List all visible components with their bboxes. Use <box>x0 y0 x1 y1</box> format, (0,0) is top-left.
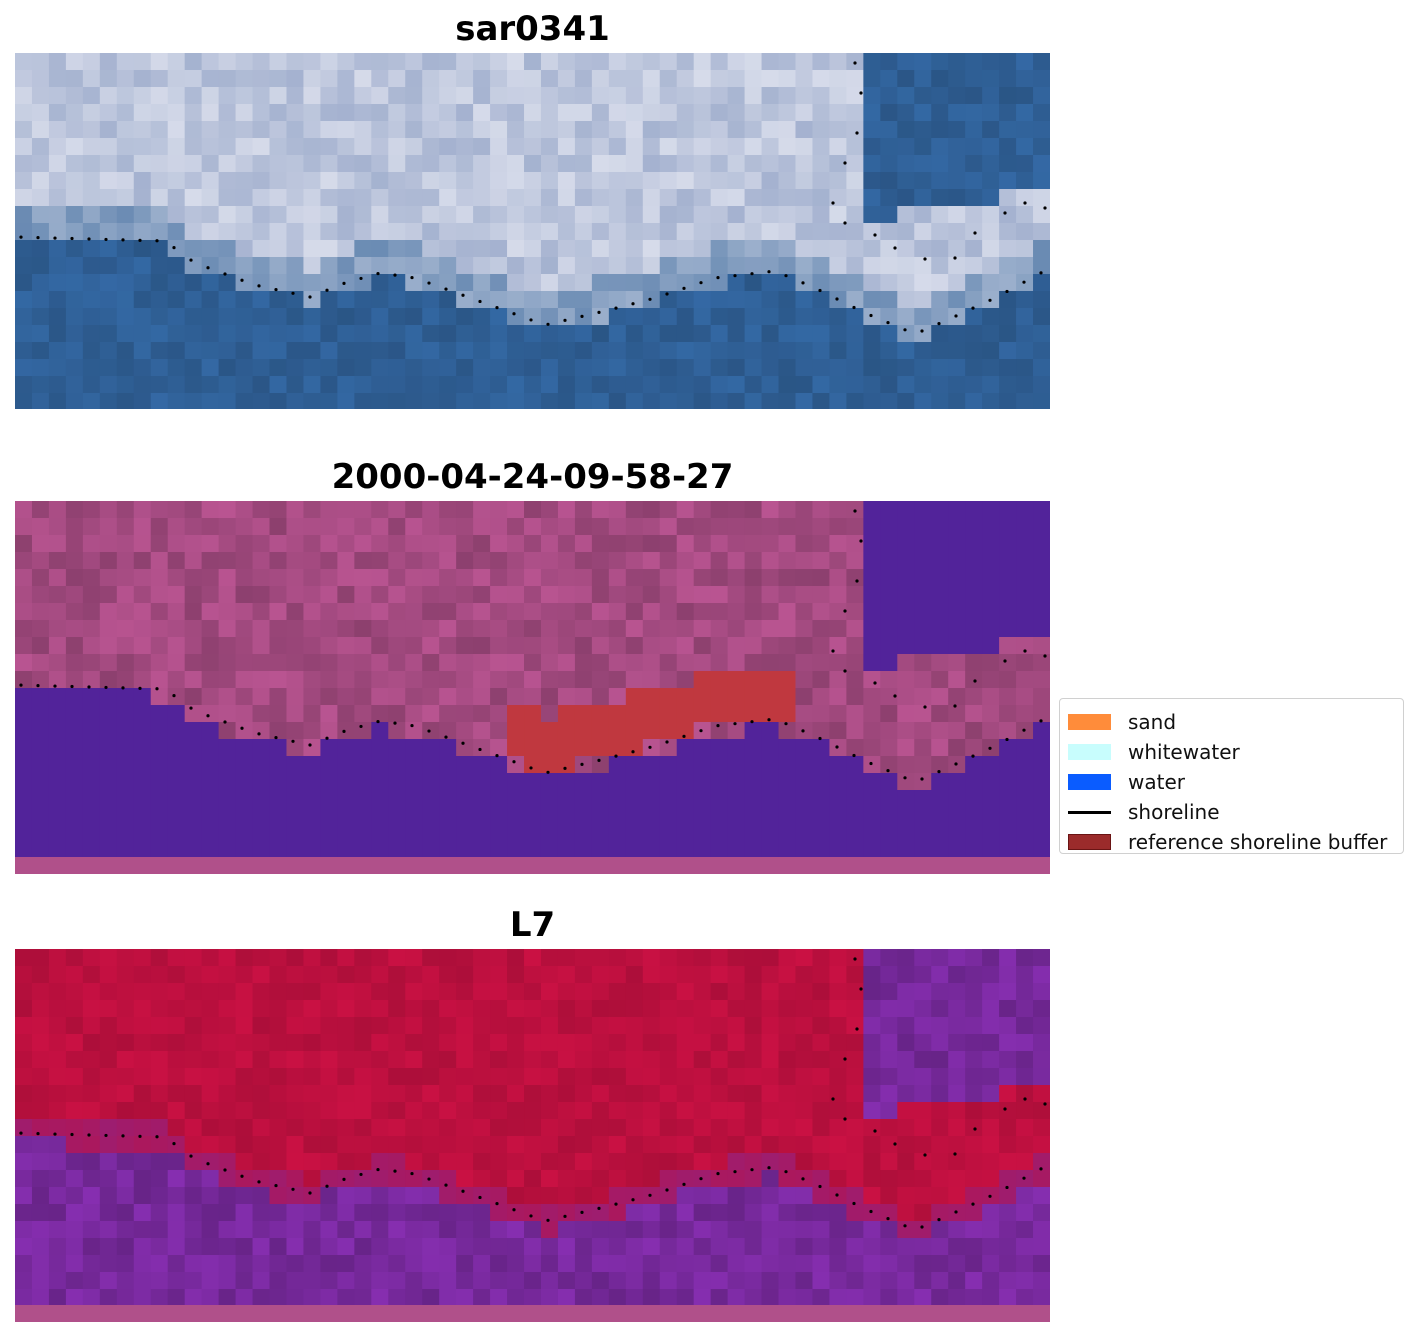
panel-title-rgb: sar0341 <box>455 9 610 49</box>
legend: sand whitewater water shoreline referenc… <box>1059 698 1404 854</box>
legend-label: water <box>1128 770 1185 794</box>
legend-label: whitewater <box>1128 740 1240 764</box>
legend-item-shoreline: shoreline <box>1068 797 1403 827</box>
legend-label: reference shoreline buffer <box>1128 830 1388 854</box>
shoreline-dots <box>19 509 1047 781</box>
panel-title-index: L7 <box>509 905 556 945</box>
legend-item-water: water <box>1068 767 1403 797</box>
sand-swatch <box>1068 714 1111 730</box>
legend-item-sand: sand <box>1068 707 1403 737</box>
shoreline-dots <box>19 61 1047 333</box>
shoreline-line-icon <box>1068 810 1111 814</box>
legend-item-whitewater: whitewater <box>1068 737 1403 767</box>
water-swatch <box>1068 774 1111 790</box>
classified-image <box>15 501 1050 874</box>
rgb-image-panel[interactable] <box>15 53 1050 409</box>
classified-image-panel[interactable] <box>15 501 1050 874</box>
index-image-panel[interactable] <box>15 949 1050 1322</box>
panel-title-classified: 2000-04-24-09-58-27 <box>331 457 734 497</box>
rgb-image <box>15 53 1050 409</box>
legend-item-buffer: reference shoreline buffer <box>1068 827 1403 857</box>
legend-label: sand <box>1128 710 1177 734</box>
whitewater-swatch <box>1068 744 1111 760</box>
shoreline-dots <box>19 957 1047 1229</box>
legend-label: shoreline <box>1128 800 1220 824</box>
buffer-swatch <box>1068 834 1111 850</box>
index-image <box>15 949 1050 1322</box>
